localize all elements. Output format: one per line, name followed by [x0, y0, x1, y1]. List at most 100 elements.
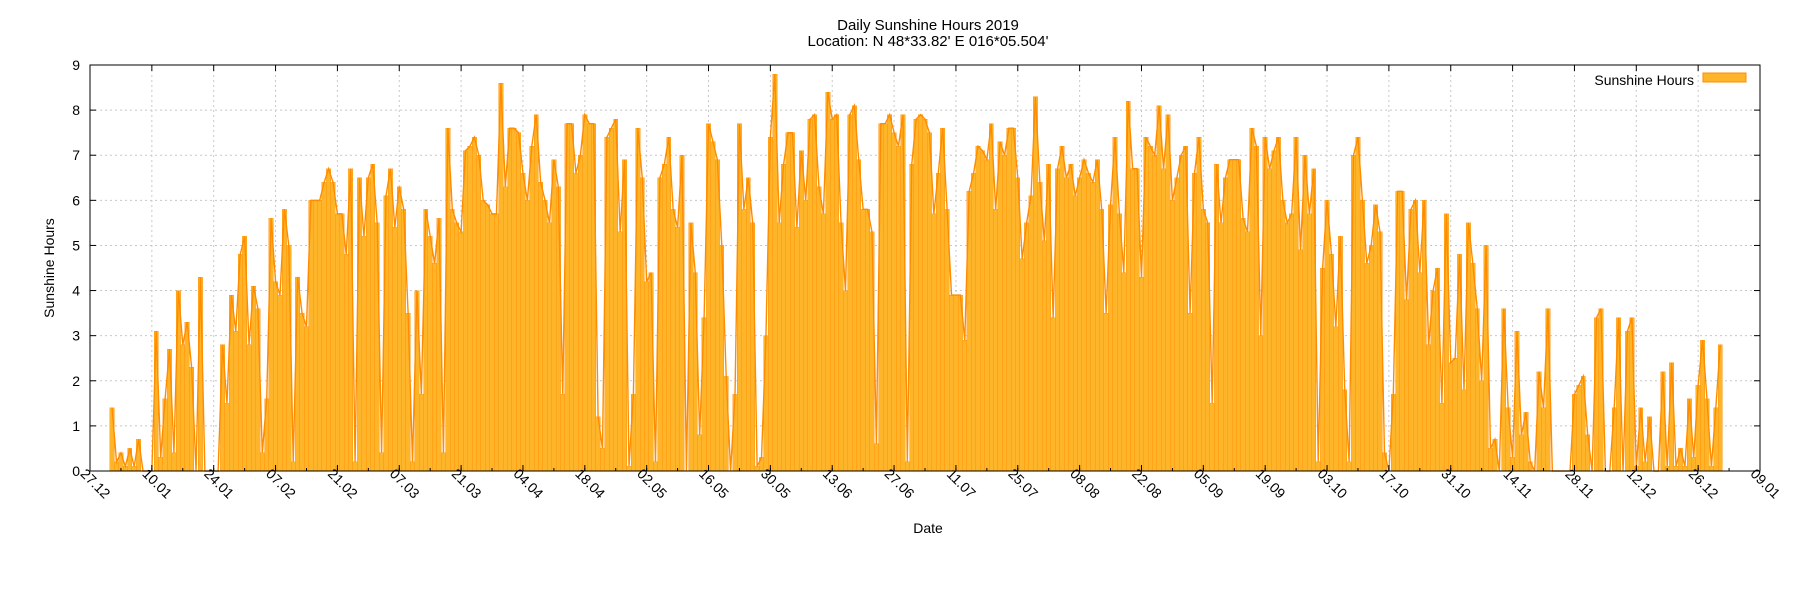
bar: [1439, 403, 1445, 472]
bar: [1576, 385, 1582, 472]
bar: [471, 136, 477, 472]
bar: [710, 141, 716, 472]
bar: [1103, 312, 1109, 472]
bar: [608, 127, 614, 472]
bar: [816, 186, 822, 472]
bar: [993, 209, 999, 472]
bar: [370, 164, 376, 472]
bar: [1028, 195, 1034, 472]
bar: [790, 132, 795, 472]
bar: [158, 457, 164, 472]
bar: [1333, 326, 1339, 472]
plot-frame: [89, 64, 1761, 472]
bar: [1121, 272, 1127, 472]
bar: [299, 312, 305, 472]
bar: [1276, 136, 1281, 472]
bar: [1488, 448, 1493, 472]
bar: [1346, 461, 1352, 472]
bar: [931, 213, 937, 472]
bar: [856, 159, 862, 472]
bar: [984, 159, 990, 472]
bar: [644, 281, 650, 472]
bar: [626, 466, 632, 472]
bar: [582, 114, 588, 472]
bar: [454, 222, 460, 472]
bar: [763, 335, 769, 472]
legend-label: Sunshine Hours: [1594, 72, 1694, 88]
bar: [1231, 159, 1237, 472]
bar: [277, 294, 283, 472]
bar: [745, 177, 751, 472]
bar: [1448, 362, 1454, 472]
bar: [1081, 159, 1087, 472]
y-tick-label: 2: [72, 373, 80, 389]
bar: [803, 200, 809, 472]
bar: [405, 312, 411, 472]
bar: [971, 173, 977, 472]
bar: [233, 330, 239, 472]
bar: [1063, 177, 1069, 472]
bar: [1519, 434, 1524, 472]
bar: [675, 227, 681, 472]
bar: [1174, 177, 1180, 472]
bar: [312, 200, 318, 472]
bar: [1505, 407, 1511, 472]
bar: [798, 150, 804, 472]
bar: [463, 150, 468, 472]
y-tick-label: 4: [72, 283, 80, 299]
bar: [577, 155, 583, 472]
bar: [538, 182, 544, 472]
bar: [1010, 127, 1016, 472]
bar: [714, 159, 720, 472]
bar: [1112, 136, 1118, 472]
bar: [432, 263, 438, 472]
x-axis-label: Date: [913, 520, 943, 536]
bar: [953, 294, 959, 472]
bar: [171, 452, 177, 472]
bar: [785, 132, 791, 472]
bar: [741, 209, 747, 472]
bar: [569, 123, 574, 472]
bar: [524, 200, 530, 472]
bar: [591, 123, 597, 472]
bar: [1094, 159, 1100, 472]
bar: [1116, 213, 1122, 472]
chart-title: Daily Sunshine Hours 2019: [837, 17, 1019, 34]
bar: [436, 218, 442, 472]
bar: [1037, 182, 1043, 472]
bar: [1404, 299, 1409, 472]
bar: [1059, 145, 1065, 472]
bar: [697, 434, 703, 472]
bar: [829, 118, 835, 472]
bar: [1240, 218, 1246, 472]
bar: [1178, 155, 1184, 472]
bar: [529, 145, 535, 472]
bar: [887, 114, 893, 472]
bar: [1068, 164, 1074, 472]
bar: [1638, 407, 1644, 472]
bar: [520, 173, 526, 472]
bar: [573, 173, 579, 472]
bar: [878, 123, 884, 472]
bar: [304, 326, 309, 472]
bar: [1077, 177, 1083, 472]
bar: [502, 186, 508, 472]
legend-swatch: [1702, 72, 1747, 83]
bar: [396, 186, 402, 472]
bar: [904, 461, 910, 472]
bar: [851, 105, 857, 472]
bar: [617, 231, 623, 472]
bar: [1130, 168, 1136, 472]
bar: [873, 443, 879, 472]
bar: [997, 141, 1003, 472]
bar: [927, 132, 932, 472]
bar: [962, 339, 968, 472]
bar: [410, 461, 415, 472]
bar: [1289, 213, 1295, 472]
bar: [476, 155, 482, 472]
bar: [1041, 240, 1047, 472]
bar: [339, 213, 345, 472]
bar: [754, 466, 760, 472]
y-tick-label: 8: [72, 102, 80, 118]
bar: [458, 231, 464, 472]
